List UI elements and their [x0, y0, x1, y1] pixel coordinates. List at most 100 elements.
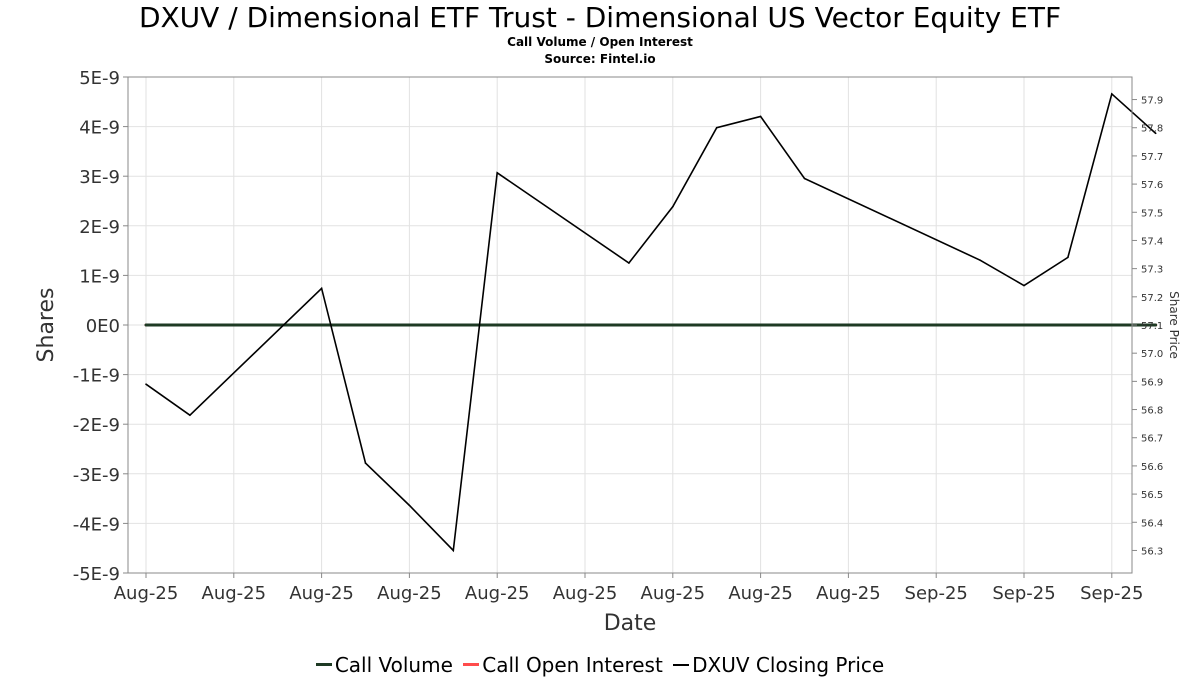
point-call-volume [978, 323, 982, 327]
y2-tick-label: 56.9 [1141, 377, 1163, 388]
y-tick-label: -1E-9 [73, 366, 120, 387]
legend: Call Volume Call Open Interest DXUV Clos… [0, 646, 1200, 678]
point-call-volume [451, 323, 455, 327]
point-closing-price [145, 383, 147, 385]
point-closing-price [452, 549, 455, 552]
point-closing-price [496, 172, 499, 174]
y2-tick-label: 57.0 [1141, 349, 1163, 360]
point-call-volume [583, 323, 587, 327]
point-closing-price [408, 504, 411, 507]
x-tick-label: Sep-25 [992, 583, 1055, 604]
x-tick-label: Aug-25 [377, 583, 442, 604]
point-closing-price [803, 177, 806, 180]
y2-tick-label: 57.6 [1141, 180, 1163, 191]
point-call-volume [539, 323, 543, 327]
x-tick-label: Aug-25 [641, 583, 706, 604]
point-call-volume [803, 323, 806, 327]
y-tick-label: 2E-9 [79, 217, 120, 238]
point-call-volume [364, 323, 367, 327]
legend-item-call-volume: Call Volume [315, 652, 453, 678]
y2-tick-label: 57.8 [1141, 124, 1163, 135]
legend-label-call-volume: Call Volume [334, 652, 453, 677]
y2-tick-label: 56.3 [1141, 546, 1163, 557]
x-axis-label: Date [604, 611, 657, 636]
y2-tick-label: 56.6 [1141, 462, 1163, 473]
series-layer [144, 92, 1158, 553]
y-tick-label: 5E-9 [79, 68, 120, 89]
point-call-volume [495, 323, 499, 327]
y-tick-label: -2E-9 [73, 415, 120, 436]
point-call-volume [320, 323, 324, 327]
y2-tick-label: 57.3 [1141, 265, 1163, 276]
chart-title: DXUV / Dimensional ETF Trust - Dimension… [138, 1, 1062, 34]
point-call-volume [1154, 323, 1158, 327]
y2-tick-label: 57.5 [1141, 208, 1163, 219]
y2-tick-label: 56.8 [1141, 406, 1163, 417]
legend-label-call-open-interest: Call Open Interest [482, 652, 663, 677]
y-tick-label: 0E0 [86, 316, 120, 337]
point-closing-price [759, 115, 762, 118]
point-closing-price [1154, 132, 1157, 135]
point-call-volume [1110, 323, 1114, 327]
point-call-volume [407, 323, 411, 327]
legend-swatch-call-open-interest [463, 663, 480, 666]
chart-subtitle: Call Volume / Open Interest [507, 35, 693, 49]
y2-tick-label: 56.7 [1141, 434, 1163, 445]
point-closing-price [1023, 284, 1025, 287]
point-call-volume [671, 323, 675, 327]
axes: Aug-25 Aug-25 Aug-25 Aug-25 Aug-25 Aug-25 Aug-… [73, 68, 1164, 604]
y2-tick-label: 57.9 [1141, 96, 1163, 107]
x-tick-label: Aug-25 [289, 583, 354, 604]
point-call-volume [759, 323, 763, 327]
x-tick-label: Aug-25 [114, 583, 179, 604]
point-call-volume [890, 323, 894, 327]
point-call-volume [715, 323, 719, 327]
y2-tick-label: 57.7 [1141, 152, 1163, 163]
point-closing-price [1067, 256, 1069, 259]
legend-item-closing-price: DXUV Closing Price [673, 652, 884, 678]
x-tick-label: Aug-25 [202, 583, 267, 604]
point-call-volume [188, 323, 192, 327]
y2-tick-label: 57.1 [1141, 321, 1163, 332]
y-tick-label: 1E-9 [79, 266, 120, 287]
legend-item-call-open-interest: Call Open Interest [463, 652, 663, 678]
chart-source: Source: Fintel.io [544, 52, 656, 66]
point-call-volume [1022, 323, 1026, 327]
point-call-volume [232, 323, 236, 327]
x-tick-label: Aug-25 [465, 583, 530, 604]
y2-tick-label: 56.4 [1141, 518, 1163, 529]
point-call-volume [934, 323, 938, 327]
legend-swatch-closing-price [673, 664, 690, 666]
x-tick-label: Aug-25 [728, 583, 793, 604]
y-tick-label: 3E-9 [79, 167, 120, 188]
y2-tick-label: 57.4 [1141, 236, 1163, 247]
point-call-volume [276, 323, 280, 327]
point-closing-price [979, 259, 981, 261]
point-call-volume [627, 323, 631, 327]
x-tick-label: Aug-25 [553, 583, 618, 604]
x-tick-label: Sep-25 [905, 583, 968, 604]
point-closing-price [672, 205, 674, 208]
point-closing-price [628, 262, 630, 264]
y-tick-label: -3E-9 [73, 465, 120, 486]
point-closing-price [364, 462, 367, 464]
x-tick-label: Aug-25 [816, 583, 881, 604]
point-call-volume [144, 323, 148, 327]
point-call-volume [846, 323, 850, 327]
y-tick-label: 4E-9 [79, 118, 120, 139]
legend-label-closing-price: DXUV Closing Price [692, 653, 885, 677]
point-closing-price [1111, 93, 1113, 95]
point-closing-price [320, 287, 323, 290]
point-closing-price [189, 414, 191, 416]
point-closing-price [715, 126, 718, 129]
x-tick-label: Sep-25 [1080, 583, 1143, 604]
legend-swatch-call-volume [315, 663, 332, 666]
y-tick-label: -4E-9 [73, 514, 120, 535]
y-axis-label: Shares [34, 288, 59, 363]
y-tick-label: -5E-9 [73, 564, 120, 585]
y2-tick-label: 56.5 [1141, 490, 1163, 501]
y2-tick-label: 57.2 [1141, 293, 1163, 304]
y2-axis-label: Share Price [1167, 291, 1181, 359]
point-call-volume [1066, 323, 1070, 327]
